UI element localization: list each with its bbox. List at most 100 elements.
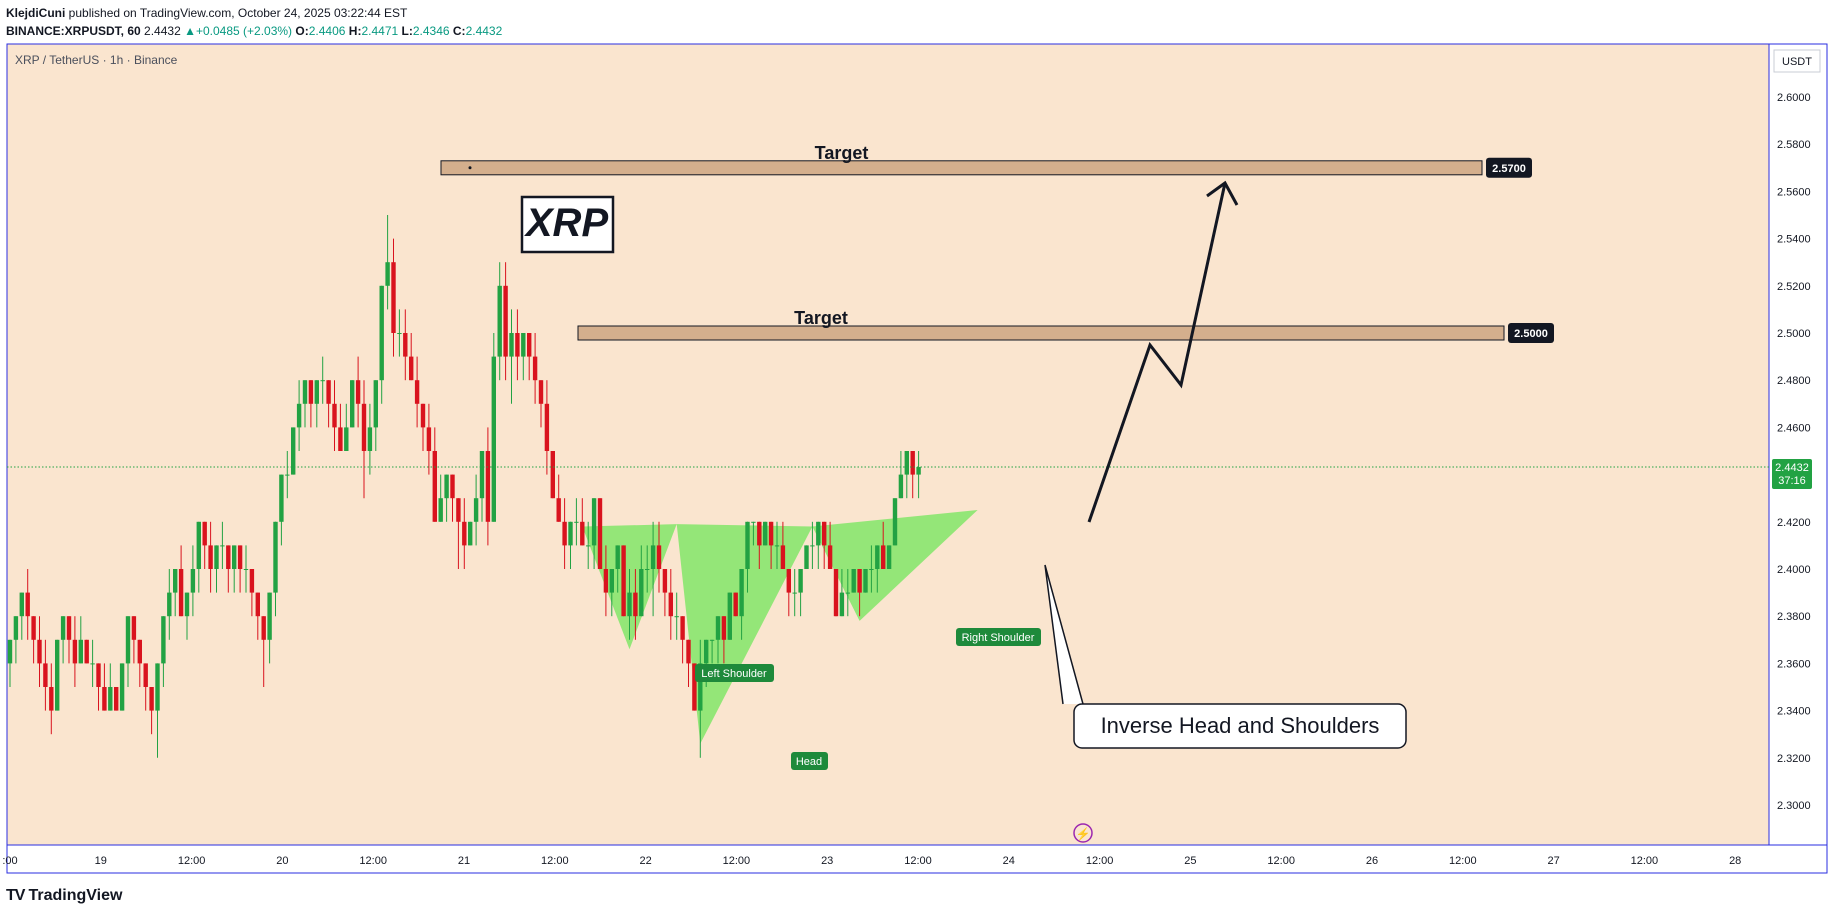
high-value: 2.4471	[361, 24, 399, 38]
candle-body	[267, 592, 272, 640]
candle-body	[839, 592, 845, 617]
author-name[interactable]: KlejdiCuni	[6, 6, 66, 20]
projection-path	[1087, 182, 1227, 523]
price-tick-label: 2.3800	[1777, 611, 1811, 623]
candle-body	[527, 333, 532, 357]
candle-body	[550, 451, 555, 499]
close-value: 2.4432	[465, 24, 503, 38]
open-value: 2.4406	[308, 24, 346, 38]
candle-body	[37, 639, 42, 664]
price-tick-label: 2.4000	[1777, 564, 1811, 576]
candle-body	[468, 521, 473, 546]
candle-body	[367, 427, 373, 451]
right-shoulder-label: Right Shoulder	[962, 632, 1035, 644]
candle-body	[355, 380, 361, 404]
candle-body	[609, 569, 614, 593]
time-axis[interactable]	[6, 844, 1828, 874]
candle-body	[886, 545, 892, 569]
candle-body	[715, 616, 721, 640]
low-value: 2.4346	[412, 24, 450, 38]
candle-body	[214, 545, 219, 569]
candle-body	[385, 262, 390, 286]
candle-body	[792, 592, 797, 594]
candle-body	[426, 427, 432, 451]
candle-body	[226, 545, 231, 569]
candle-body	[898, 474, 904, 499]
candle-body	[49, 687, 54, 711]
time-tick-label: 12:00	[1267, 855, 1295, 867]
time-tick-label: 12:00	[359, 855, 387, 867]
high-label: H:	[348, 24, 362, 38]
candle-body	[31, 616, 36, 640]
candle-body	[131, 616, 137, 640]
chart-pane[interactable]	[6, 43, 1770, 846]
close-label: C:	[452, 24, 466, 38]
price-axis[interactable]	[1768, 43, 1828, 846]
time-tick-label: 24	[1003, 855, 1015, 867]
price-tick-label: 2.3000	[1777, 800, 1811, 812]
low-label: L:	[401, 24, 413, 38]
candle-body	[261, 616, 266, 640]
candle-body	[350, 380, 355, 428]
candle-body	[178, 569, 184, 617]
price-tick-label: 2.5600	[1777, 186, 1811, 198]
candle-body	[78, 639, 83, 664]
candle-body	[409, 356, 414, 381]
candle-body	[84, 639, 89, 664]
time-tick-label: 28	[1729, 855, 1741, 867]
target-price-label: 2.5700	[1492, 163, 1526, 175]
candle-body	[910, 451, 915, 475]
candle-body	[603, 569, 609, 593]
price-tick-label: 2.6000	[1777, 92, 1811, 104]
countdown-value: 37:16	[1778, 475, 1806, 487]
candle-body	[816, 521, 821, 546]
target-label: Target	[794, 308, 848, 328]
candle-body	[314, 380, 319, 404]
price-tick-label: 2.5800	[1777, 139, 1811, 151]
candle-body	[662, 569, 668, 593]
candle-body	[768, 521, 774, 546]
candle-body	[721, 616, 727, 640]
candle-body	[727, 592, 732, 640]
price-tick-label: 2.5000	[1777, 328, 1811, 340]
candle-body	[845, 592, 850, 594]
candle-body	[220, 545, 225, 547]
time-tick-label: 12:00	[904, 855, 932, 867]
candle-body	[320, 380, 325, 382]
head-label: Head	[796, 756, 822, 768]
replay-icon[interactable]	[1073, 823, 1093, 843]
price-tick-label: 2.4800	[1777, 375, 1811, 387]
xrp-label-box	[520, 195, 615, 254]
candle-body	[892, 498, 898, 546]
currency-badge-box	[1773, 49, 1821, 73]
candle-body	[155, 663, 160, 711]
candle-body	[43, 663, 48, 687]
candle-body	[904, 451, 909, 475]
candle-body	[249, 569, 255, 593]
candle-body	[804, 545, 809, 569]
candle-body	[763, 521, 768, 546]
candle-body	[420, 403, 426, 428]
target-zone	[577, 325, 1505, 341]
candle-body	[881, 545, 886, 569]
level-anchor-dot	[468, 166, 472, 170]
candle-body	[255, 592, 260, 617]
candle-body	[125, 616, 131, 664]
candle-body	[591, 498, 597, 546]
candle-body	[645, 569, 650, 570]
target-price-label: 2.5000	[1514, 328, 1548, 340]
published-info: published on TradingView.com, October 24…	[65, 6, 408, 20]
candle-body	[863, 569, 868, 593]
callout-pointer	[1044, 564, 1084, 705]
candle-body	[674, 616, 679, 618]
candle-body	[733, 592, 738, 617]
time-tick-label: 12:00	[178, 855, 206, 867]
candle-body	[479, 451, 485, 499]
replay-bolt-icon: ⚡	[1076, 827, 1091, 841]
open-label: O:	[295, 24, 309, 38]
time-tick-label: 25	[1184, 855, 1196, 867]
candle-body	[19, 592, 24, 617]
candle-body	[485, 451, 491, 522]
candle-body	[202, 521, 207, 546]
